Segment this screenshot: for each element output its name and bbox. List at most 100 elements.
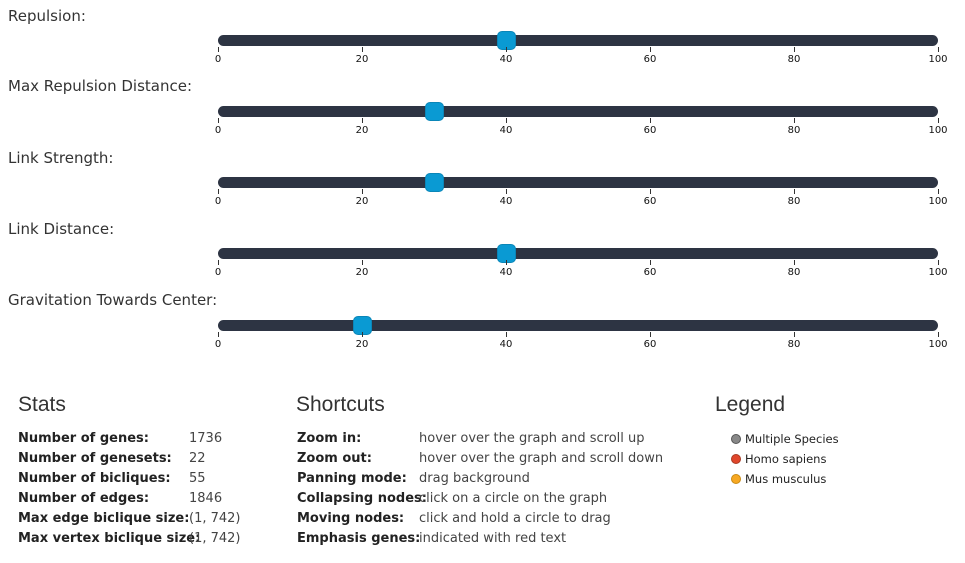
slider-handle[interactable] — [498, 245, 515, 262]
slider-tick-label: 0 — [214, 339, 222, 350]
legend-dot-icon — [731, 474, 741, 484]
stats-key: Number of genes: — [18, 431, 149, 446]
slider-tick — [362, 189, 363, 194]
stats-key: Number of bicliques: — [18, 471, 171, 486]
shortcuts-value: indicated with red text — [419, 531, 567, 546]
stats-value: 22 — [189, 451, 206, 466]
slider-tick — [938, 260, 939, 265]
slider-tick-label: 80 — [787, 339, 801, 350]
legend-title: Legend — [715, 393, 786, 416]
legend-label: Mus musculus — [745, 472, 827, 486]
stats-key: Number of genesets: — [18, 451, 172, 466]
shortcuts-value: hover over the graph and scroll down — [419, 451, 664, 466]
stats-value: 1736 — [189, 431, 223, 446]
slider-tick — [938, 332, 939, 337]
stats-row: Number of genes: 1736 — [18, 429, 438, 449]
slider-track[interactable] — [218, 174, 938, 191]
shortcuts-row: Emphasis genes: indicated with red text — [297, 529, 717, 549]
slider-tick — [650, 118, 651, 123]
shortcuts-key: Zoom out: — [297, 451, 372, 466]
slider-handle[interactable] — [426, 103, 443, 120]
slider-label: Max Repulsion Distance: — [8, 77, 193, 95]
slider-tick — [938, 47, 939, 52]
slider-tick — [218, 260, 219, 265]
slider-handle[interactable] — [498, 32, 515, 49]
slider-track[interactable] — [218, 32, 938, 49]
shortcuts-key: Zoom in: — [297, 431, 362, 446]
stats-value: 55 — [189, 471, 206, 486]
slider-tick-label: 0 — [214, 196, 222, 207]
slider-tick-label: 60 — [643, 54, 657, 65]
stats-row: Max edge biclique size: (1, 742) — [18, 509, 438, 529]
slider-label: Link Distance: — [8, 220, 115, 238]
slider-tick — [938, 189, 939, 194]
slider-label: Repulsion: — [8, 7, 86, 25]
slider-tick — [362, 47, 363, 52]
slider-tick-label: 20 — [355, 196, 369, 207]
slider-tick — [794, 118, 795, 123]
slider-handle[interactable] — [354, 317, 371, 334]
slider-tick-label: 80 — [787, 54, 801, 65]
slider-handle[interactable] — [426, 174, 443, 191]
slider-tick — [218, 189, 219, 194]
shortcuts-key: Collapsing nodes: — [297, 491, 427, 506]
stats-value: (1, 742) — [189, 531, 241, 546]
slider-tick — [650, 189, 651, 194]
slider-tick-label: 80 — [787, 196, 801, 207]
stats-row: Number of genesets: 22 — [18, 449, 438, 469]
slider-track[interactable] — [218, 317, 938, 334]
slider-tick-label: 20 — [355, 339, 369, 350]
shortcuts-row: Panning mode: drag background — [297, 469, 717, 489]
slider-tick-label: 100 — [928, 339, 948, 350]
slider-tick — [506, 260, 507, 265]
slider-tick-label: 40 — [499, 267, 513, 278]
slider-tick-label: 100 — [928, 196, 948, 207]
slider-tick — [794, 189, 795, 194]
shortcuts-row: Zoom out: hover over the graph and scroll… — [297, 449, 717, 469]
legend-label: Multiple Species — [745, 432, 839, 446]
slider-tick — [650, 332, 651, 337]
slider-tick — [794, 260, 795, 265]
stats-value: 1846 — [189, 491, 223, 506]
slider-track[interactable] — [218, 103, 938, 120]
slider-tick-label: 0 — [214, 267, 222, 278]
stats-row: Max vertex biclique size: (1, 742) — [18, 529, 438, 549]
slider-tick — [506, 189, 507, 194]
shortcuts-value: click and hold a circle to drag — [419, 511, 611, 526]
shortcuts-row: Moving nodes: click and hold a circle to … — [297, 509, 717, 529]
shortcuts-row: Collapsing nodes: click on a circle on th… — [297, 489, 717, 509]
slider-tick — [650, 47, 651, 52]
shortcuts-title: Shortcuts — [296, 393, 385, 416]
slider-tick-label: 0 — [214, 125, 222, 136]
slider-tick — [938, 118, 939, 123]
slider-tick — [506, 118, 507, 123]
shortcuts-row: Zoom in: hover over the graph and scroll … — [297, 429, 717, 449]
slider-tick-label: 100 — [928, 54, 948, 65]
slider-tick-label: 60 — [643, 125, 657, 136]
shortcuts-value: click on a circle on the graph — [419, 491, 608, 506]
stats-key: Number of edges: — [18, 491, 150, 506]
shortcuts-key: Emphasis genes: — [297, 531, 421, 546]
slider-tick-label: 60 — [643, 339, 657, 350]
legend-dot-icon — [731, 454, 741, 464]
stats-row: Number of edges: 1846 — [18, 489, 438, 509]
slider-tick-label: 40 — [499, 125, 513, 136]
slider-tick — [650, 260, 651, 265]
slider-tick — [794, 332, 795, 337]
stats-row: Number of bicliques: 55 — [18, 469, 438, 489]
slider-tick-label: 80 — [787, 125, 801, 136]
slider-tick — [794, 47, 795, 52]
slider-tick — [506, 332, 507, 337]
slider-tick-label: 100 — [928, 267, 948, 278]
slider-tick — [506, 47, 507, 52]
slider-tick — [218, 118, 219, 123]
slider-tick-label: 60 — [643, 196, 657, 207]
stats-title: Stats — [18, 393, 66, 416]
slider-tick-label: 20 — [355, 267, 369, 278]
slider-label: Gravitation Towards Center: — [8, 291, 218, 309]
slider-tick — [362, 118, 363, 123]
legend-label: Homo sapiens — [745, 452, 827, 466]
shortcuts-value: drag background — [419, 471, 530, 486]
legend-dot-icon — [731, 434, 741, 444]
slider-track[interactable] — [218, 245, 938, 262]
